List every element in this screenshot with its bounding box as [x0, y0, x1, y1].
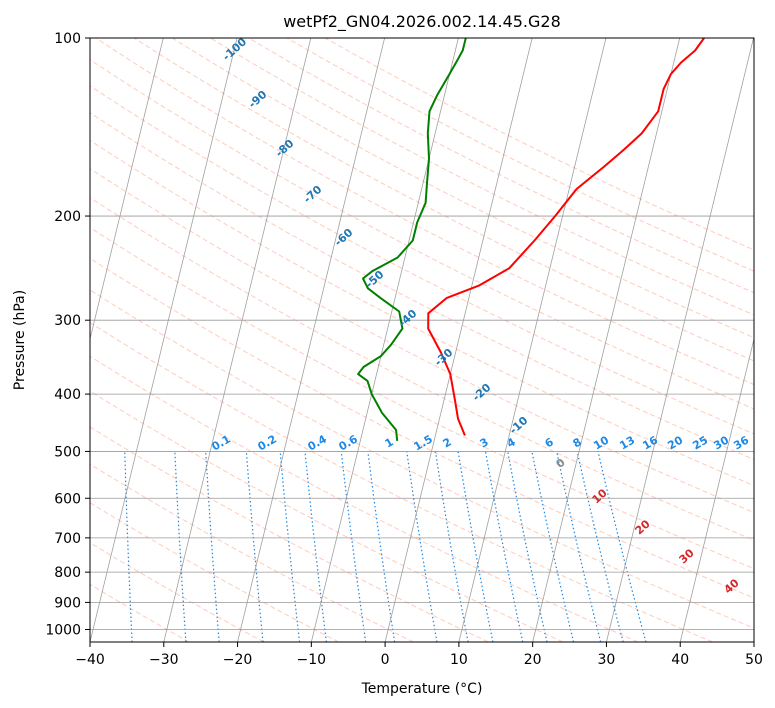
dry-adiabat — [90, 355, 639, 642]
isotherm-line — [532, 38, 681, 642]
dry-adiabat — [90, 426, 489, 642]
pressure-grid — [90, 38, 754, 630]
dry-adiabat — [90, 257, 754, 599]
dry-adiabat — [90, 289, 754, 629]
dry-adiabat — [90, 502, 339, 642]
dry-adiabat — [90, 197, 754, 541]
y-axis-title: Pressure (hPa) — [12, 290, 28, 390]
dry-adiabat — [95, 38, 754, 386]
y-tick-label: 600 — [54, 491, 81, 507]
y-tick-label: 1000 — [45, 622, 81, 638]
dry-adiabat — [90, 583, 190, 642]
x-tick-label: −20 — [223, 652, 253, 668]
x-tick-label: 10 — [450, 652, 468, 668]
y-tick-label: 500 — [54, 444, 81, 460]
isotherm-line — [237, 38, 385, 642]
plot-frame — [89, 37, 755, 643]
series-group — [357, 38, 705, 442]
chart-title: wetPf2_GN04.2026.002.14.45.G28 — [283, 12, 561, 32]
x-axis: −40 −30 −20 −10 0 10 20 30 40 50 — [75, 642, 763, 668]
dry-adiabat — [90, 59, 754, 410]
y-axis: 1000 900 800 700 600 500 400 300 200 100 — [45, 31, 90, 638]
isotherm-line — [384, 38, 533, 642]
y-tick-label: 400 — [54, 387, 81, 403]
mixing-ratio-line — [340, 451, 367, 642]
x-tick-label: 50 — [745, 652, 763, 668]
mixing-ratio-line — [556, 451, 602, 642]
dry-adiabat — [90, 85, 754, 435]
mixing-ratio-line — [279, 451, 301, 642]
y-tick-label: 700 — [54, 531, 81, 547]
y-tick-label: 100 — [54, 31, 81, 47]
y-tick-label: 300 — [54, 313, 81, 329]
isotherm-line — [606, 38, 754, 642]
temperature-profile-line — [427, 38, 705, 436]
dewpoint-profile-line — [357, 38, 467, 442]
y-tick-label: 800 — [54, 565, 81, 581]
mixing-ratio-line — [406, 451, 438, 642]
y-tick-label: 200 — [54, 209, 81, 225]
x-tick-label: 0 — [381, 652, 390, 668]
x-tick-label: −30 — [149, 652, 179, 668]
background-lines — [90, 38, 754, 642]
isotherm-line — [458, 38, 607, 642]
isotherm-line — [90, 38, 164, 341]
x-tick-label: 20 — [524, 652, 542, 668]
mixing-ratio-line — [531, 451, 575, 642]
mixing-ratio-line — [576, 451, 624, 642]
x-tick-label: −10 — [297, 652, 327, 668]
x-tick-label: 30 — [598, 652, 616, 668]
x-tick-label: 40 — [671, 652, 689, 668]
mixing-ratio-line — [367, 451, 396, 642]
isotherm-line — [90, 38, 238, 642]
x-axis-title: Temperature (°C) — [361, 681, 483, 697]
y-tick-label: 900 — [54, 595, 81, 611]
x-tick-label: −40 — [75, 652, 105, 668]
dry-adiabat — [90, 322, 713, 642]
isotherm-line — [163, 38, 312, 642]
dry-adiabat — [90, 112, 754, 460]
mixing-ratio-line — [507, 451, 548, 642]
isotherm-line — [310, 38, 459, 642]
mixing-ratio-line — [304, 451, 327, 642]
dry-adiabat — [90, 390, 564, 642]
